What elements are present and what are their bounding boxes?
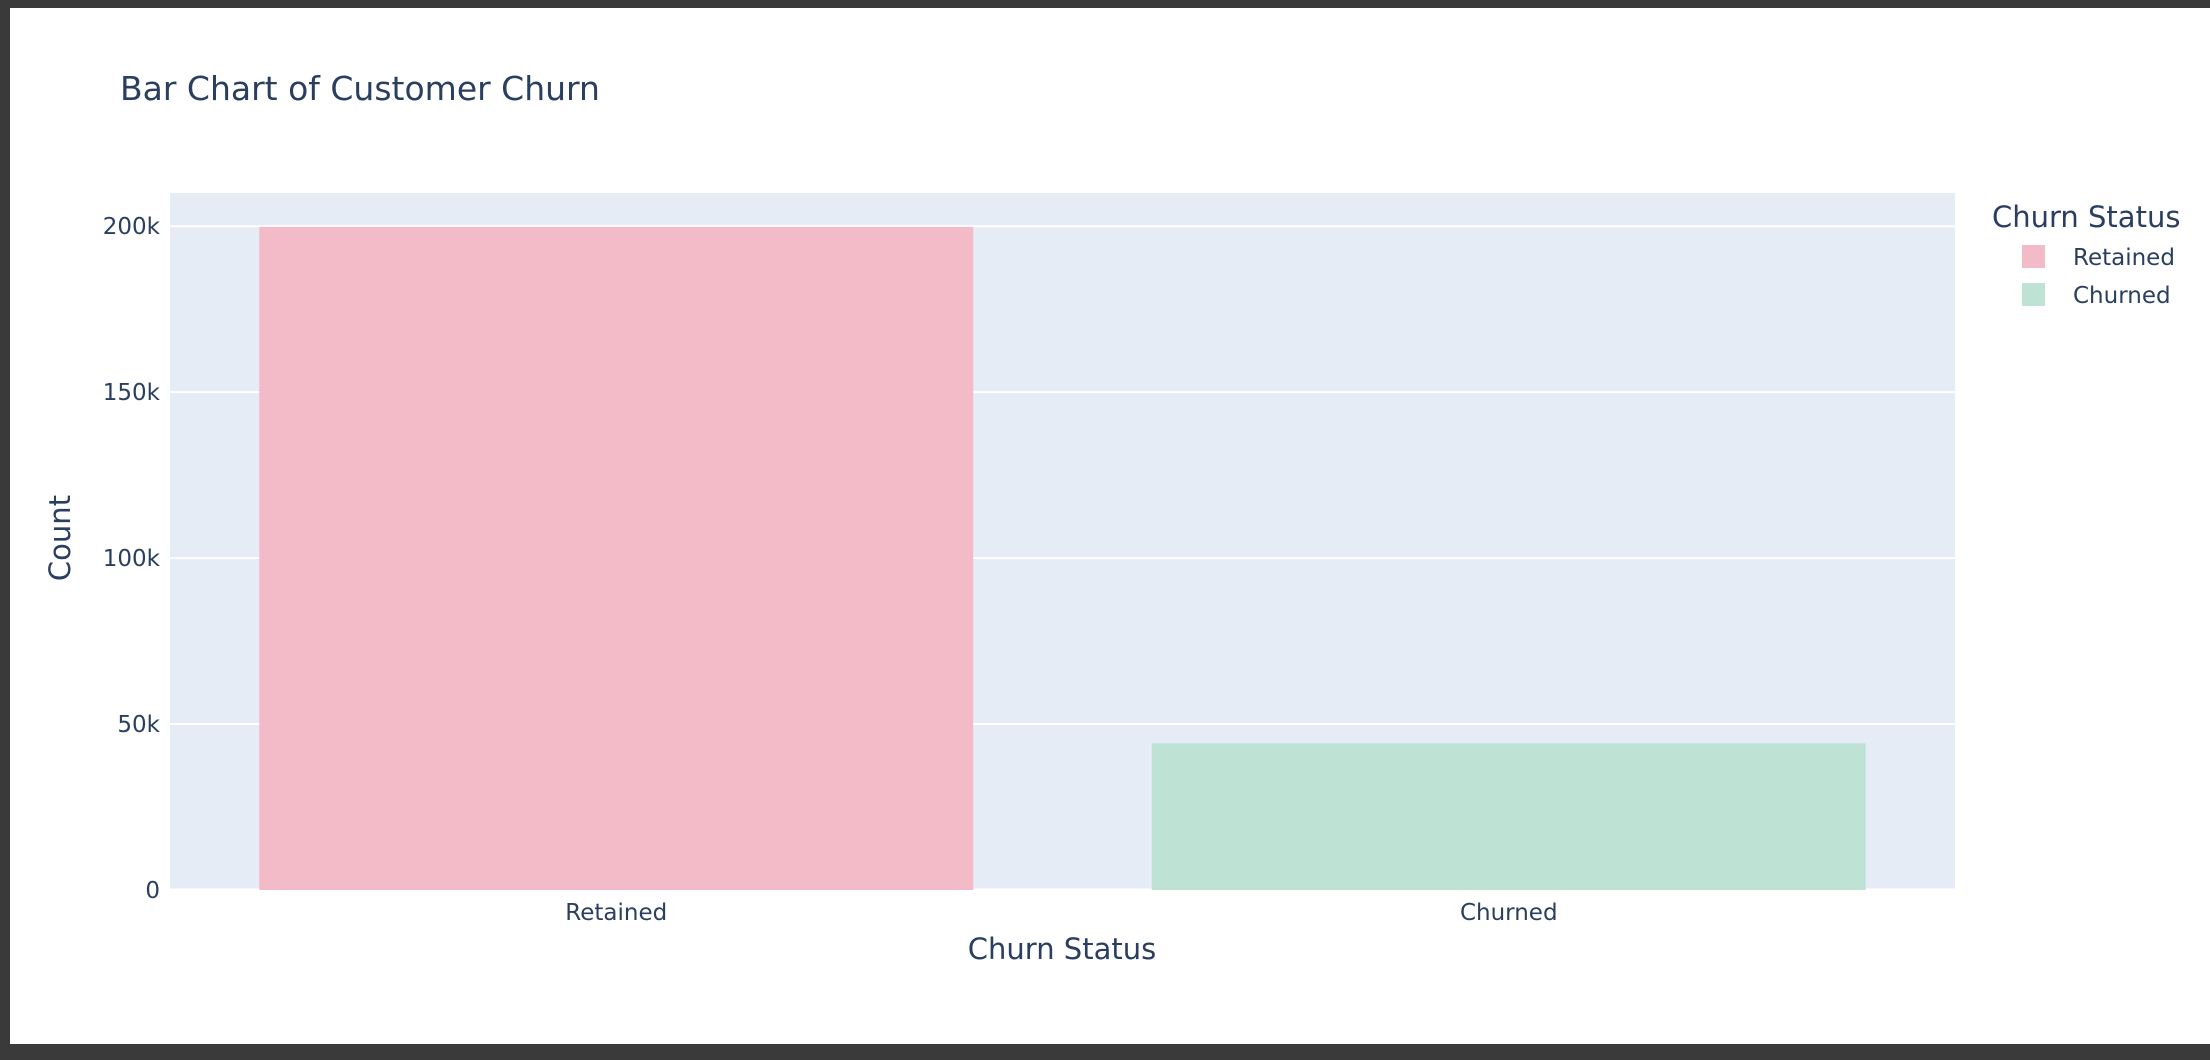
y-tick-label: 100k (103, 546, 161, 572)
bar-churned[interactable] (1151, 743, 1866, 890)
y-axis-ticks: 0 50k 100k 150k 200k (103, 214, 161, 904)
bar-chart: Bar Chart of Customer Churn 0 50k 100k 150k… (43, 69, 2180, 966)
y-tick-label: 50k (117, 712, 160, 738)
legend-swatch[interactable] (2022, 245, 2045, 268)
y-tick-label: 150k (103, 380, 161, 406)
x-axis-ticks: Retained Churned (565, 900, 1557, 926)
legend-swatch[interactable] (2022, 283, 2045, 306)
legend-title: Churn Status (1992, 200, 2180, 234)
x-axis-title: Churn Status (968, 932, 1156, 966)
y-tick-label: 0 (145, 878, 160, 904)
x-tick-label: Churned (1460, 900, 1558, 926)
bar-retained[interactable] (259, 226, 974, 891)
legend-item-label[interactable]: Churned (2073, 283, 2171, 309)
legend-item-label[interactable]: Retained (2073, 245, 2175, 271)
x-tick-label: Retained (565, 900, 667, 926)
bars (259, 226, 1866, 891)
y-axis-title: Count (43, 495, 77, 581)
chart-title: Bar Chart of Customer Churn (120, 69, 600, 108)
y-tick-label: 200k (103, 214, 161, 240)
legend: Churn Status Retained Churned (1992, 200, 2180, 309)
chart-window: Bar Chart of Customer Churn 0 50k 100k 150k… (10, 8, 2210, 1044)
